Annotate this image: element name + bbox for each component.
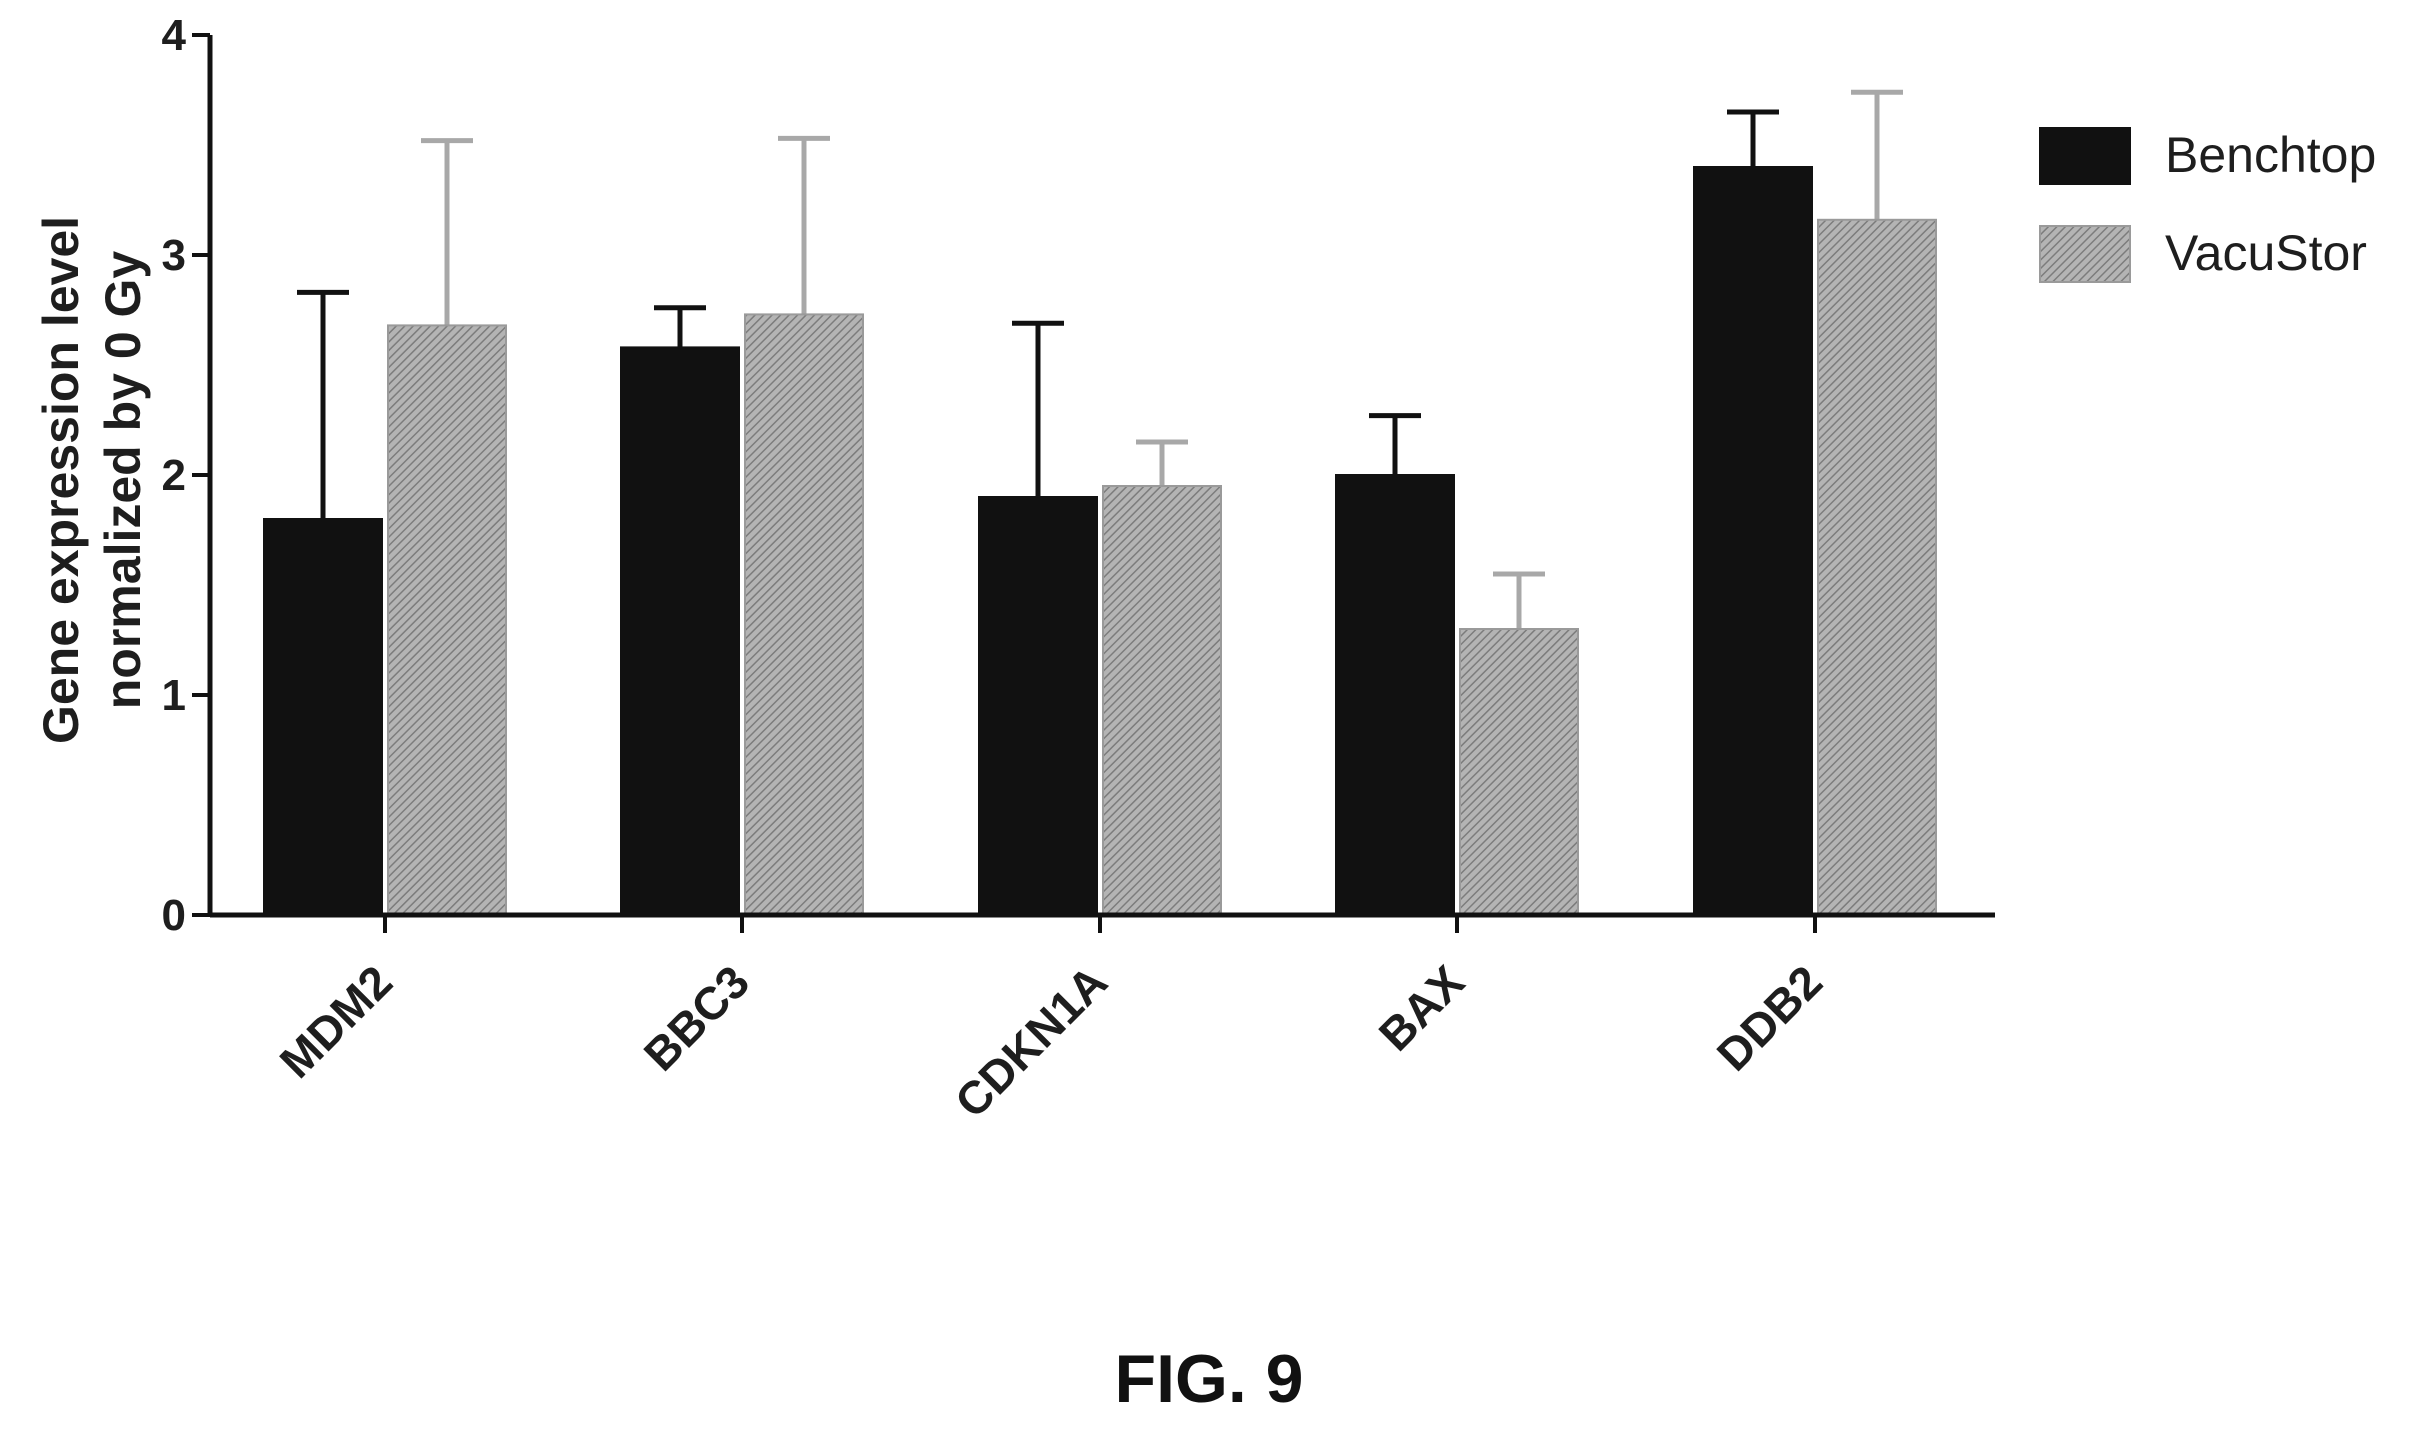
- y-axis-label: Gene expression level normalized by 0 Gy: [33, 216, 151, 744]
- y-tick-label: 0: [162, 891, 186, 940]
- x-tick-label-bax: BAX: [1369, 955, 1475, 1061]
- x-tick-label-ddb2: DDB2: [1707, 955, 1832, 1080]
- legend-label-benchtop: Benchtop: [2165, 127, 2376, 183]
- bar-benchtop-ddb2: [1693, 166, 1813, 916]
- y-axis-title-line: Gene expression level: [33, 216, 89, 744]
- axes: [192, 33, 1995, 933]
- x-tick-label-cdkn1a: CDKN1A: [945, 955, 1117, 1127]
- bar-vacustor-bax: [1459, 628, 1579, 916]
- legend-swatch-benchtop: [2039, 127, 2131, 185]
- bar-benchtop-bbc3: [620, 346, 740, 916]
- x-tick-label-mdm2: MDM2: [270, 955, 403, 1088]
- y-tick-label: 3: [162, 231, 186, 280]
- legend-label-vacustor: VacuStor: [2165, 225, 2367, 281]
- bar-vacustor-mdm2: [387, 324, 507, 916]
- y-tick-label: 4: [162, 11, 187, 60]
- y-axis-title-line: normalized by 0 Gy: [95, 251, 151, 710]
- legend: Benchtop VacuStor: [2039, 127, 2376, 283]
- error-bars: [297, 89, 1903, 629]
- y-tick-label: 1: [162, 671, 186, 720]
- bar-benchtop-bax: [1335, 474, 1455, 916]
- legend-swatch-vacustor: [2039, 225, 2131, 283]
- bar-vacustor-bbc3: [744, 313, 864, 916]
- bars: [263, 166, 1937, 917]
- figure-caption: FIG. 9: [1114, 1341, 1304, 1417]
- y-tick-label: 2: [162, 451, 186, 500]
- bar-vacustor-cdkn1a: [1102, 485, 1222, 916]
- bar-benchtop-cdkn1a: [978, 496, 1098, 916]
- x-tick-label-bbc3: BBC3: [634, 955, 759, 1080]
- bar-vacustor-ddb2: [1817, 218, 1937, 917]
- bar-benchtop-mdm2: [263, 518, 383, 916]
- y-axis-title: Gene expression level normalized by 0 Gy: [33, 216, 151, 744]
